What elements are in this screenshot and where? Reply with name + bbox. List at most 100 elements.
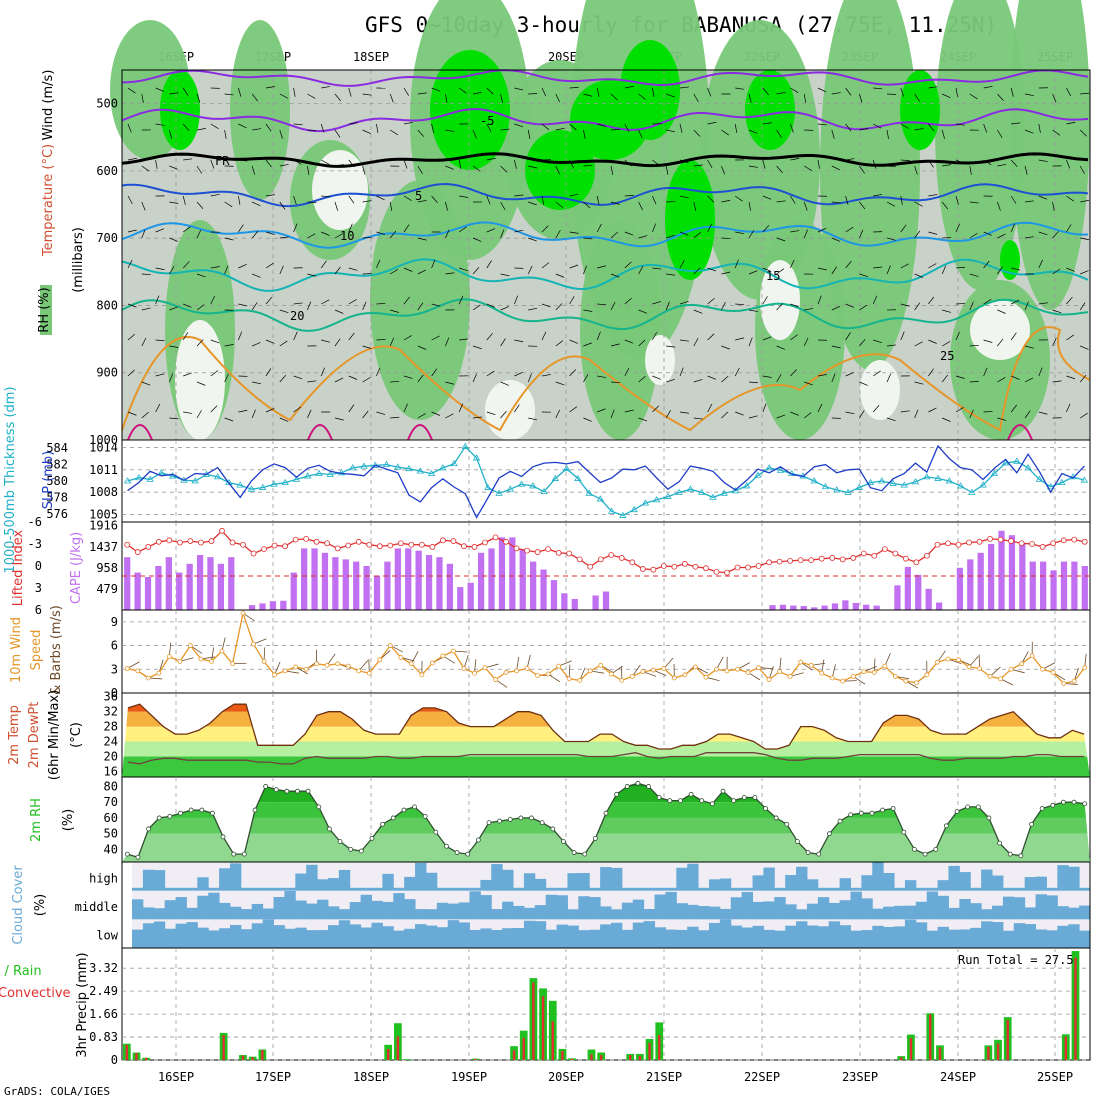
cloud-cell-high — [1013, 887, 1026, 891]
cloud-cell-high — [469, 887, 481, 891]
wind-barb — [955, 331, 960, 341]
wind-speed-line-point — [598, 662, 604, 668]
wind-barb — [431, 158, 441, 161]
rh-high-area — [525, 130, 595, 210]
wind-barb — [776, 129, 782, 138]
cape-bar — [977, 552, 984, 610]
thickness-line-point — [461, 442, 470, 449]
wind-barb — [362, 377, 371, 383]
cape-bar — [321, 552, 329, 610]
wind10m-label-1: 10m Wind — [9, 617, 24, 683]
wind-barb — [721, 345, 730, 350]
wind-barb — [596, 195, 600, 205]
cloud-cell-middle — [382, 901, 394, 920]
pressure-tick-label: 600 — [96, 164, 118, 178]
thickness-line-point — [900, 481, 908, 488]
temp-unit: (°C) — [69, 722, 84, 748]
rh-line-point — [656, 795, 662, 800]
cloud-cell-low — [741, 927, 754, 948]
wind-barb — [831, 165, 841, 171]
wind-barb — [859, 128, 869, 131]
contour-minus5 — [121, 107, 1089, 133]
precip-convective-bar — [145, 1057, 148, 1060]
precip-convective-bar — [1006, 1019, 1009, 1060]
wind-barb — [348, 195, 355, 204]
wind-barb — [693, 201, 697, 211]
wind-barb — [1052, 201, 1055, 211]
cloud-cell-middle — [425, 909, 438, 920]
wind-barb — [872, 405, 880, 413]
contour-label: 10 — [340, 229, 354, 243]
wind-barb — [307, 129, 317, 131]
wind-barb — [1010, 404, 1017, 413]
thickness-line-point — [135, 473, 143, 481]
wind-barb — [224, 265, 229, 275]
cape-bar — [394, 548, 401, 610]
cloud-cell-low — [153, 921, 166, 948]
rh-line-point — [773, 815, 779, 821]
wind-barb — [127, 369, 135, 377]
precip-convective-bar — [570, 1058, 574, 1060]
wind-barb — [348, 159, 355, 168]
thickness-line-point — [686, 485, 695, 492]
wind-speed-line-point — [293, 664, 299, 670]
cloud-cell-low — [523, 920, 536, 948]
wind-barb — [790, 87, 799, 93]
lifted-index-line-point — [682, 560, 688, 567]
wind-barb — [983, 299, 992, 305]
cloud-cell-high — [1035, 876, 1047, 891]
wind-barb — [141, 337, 147, 347]
thickness-line-point — [979, 481, 987, 488]
wind-barb — [955, 375, 965, 379]
wind-barb — [389, 93, 394, 103]
rh-low-area — [860, 360, 900, 420]
cloud-cell-high — [556, 887, 568, 891]
wind-barb — [928, 86, 938, 89]
cape-bar — [217, 563, 225, 610]
cloud-cell-high — [970, 887, 982, 891]
wind-barb — [403, 267, 413, 272]
rh-line-point — [518, 815, 524, 821]
cloud-cell-high — [534, 878, 547, 891]
wind-barb — [376, 411, 386, 415]
wind-speed-line-point — [556, 663, 562, 669]
wind-speed-line-point — [629, 674, 635, 679]
cloud-unit: (%) — [33, 894, 48, 917]
wind-barb — [348, 375, 358, 380]
wind-barb — [224, 417, 234, 422]
rh-line-point — [241, 851, 247, 857]
precip-convective-bar — [532, 982, 535, 1060]
wind-barb — [127, 87, 136, 94]
wind-barb — [224, 93, 234, 96]
wind-barb — [569, 339, 579, 344]
wind-barb — [666, 378, 675, 383]
wind-barb — [1024, 129, 1034, 134]
lifted-index-line-point — [313, 538, 320, 545]
cloud-cell-low — [883, 926, 895, 948]
wind-barb — [279, 236, 289, 239]
wind-barb — [321, 339, 331, 343]
wind-barb — [624, 261, 632, 269]
cloud-cell-high — [132, 887, 144, 891]
precip-convective-bar — [251, 1057, 254, 1060]
lifted-index-line-point — [902, 555, 909, 562]
wind-barb — [334, 129, 341, 138]
wind-barb — [459, 195, 469, 198]
cloud-cell-high — [197, 877, 209, 891]
cloud-cell-middle — [730, 897, 743, 920]
wind-barb — [321, 195, 331, 198]
wind-barb — [831, 92, 841, 95]
wind-barb — [873, 370, 881, 377]
cape-bar — [894, 585, 901, 610]
cloud-cell-middle — [164, 900, 177, 920]
wind-barb — [942, 341, 951, 347]
rh-line-point — [135, 854, 141, 860]
thickness-line-point — [551, 474, 560, 481]
rh-line-point — [890, 806, 896, 811]
wind-barb — [279, 129, 283, 139]
wind-barb — [721, 199, 731, 203]
wind-barb — [238, 159, 248, 162]
wind-barb — [210, 159, 215, 169]
wind-barb — [431, 303, 441, 307]
